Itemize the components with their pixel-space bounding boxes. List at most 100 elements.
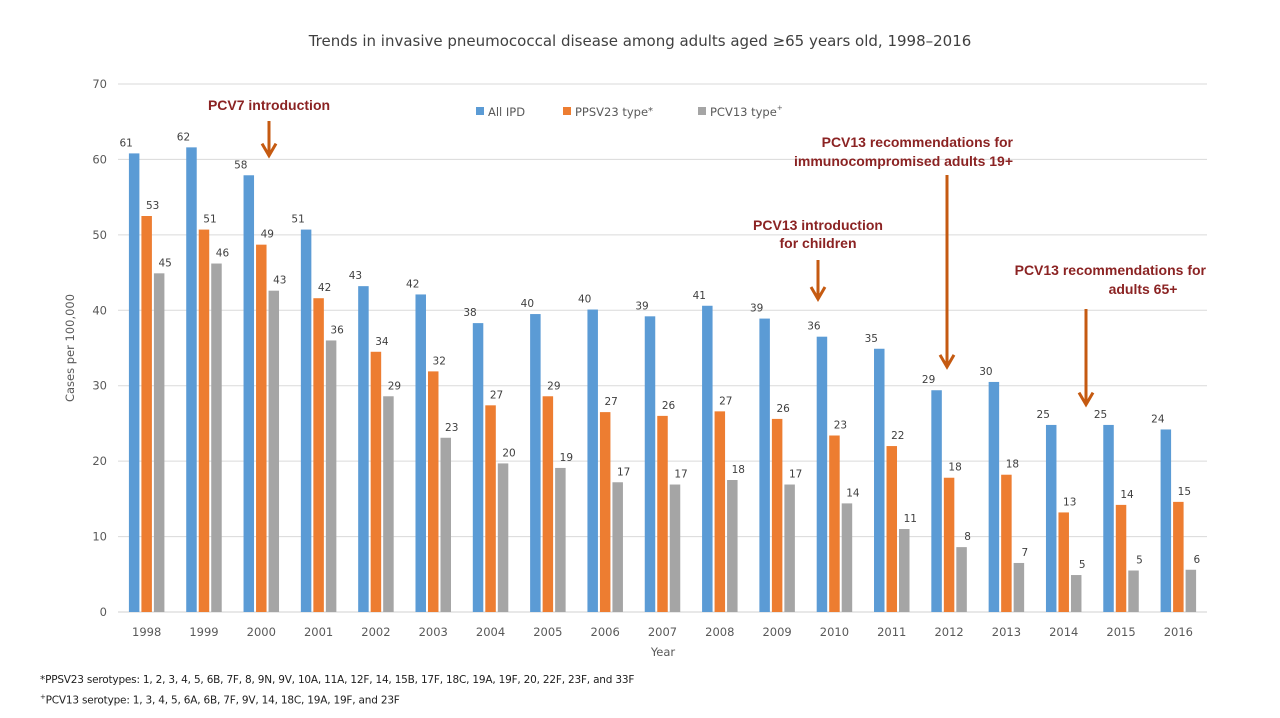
bar-all-ipd	[530, 314, 541, 612]
data-label: 53	[146, 200, 159, 212]
x-tick-label: 2003	[419, 625, 448, 639]
bar-all-ipd	[1045, 424, 1057, 612]
bar-all-ipd	[702, 305, 713, 612]
data-label: 34	[375, 336, 389, 348]
annotation-pcv13-children: PCV13 introduction	[753, 217, 883, 233]
data-label: 18	[948, 462, 961, 474]
footnotes: *PPSV23 serotypes: 1, 2, 3, 4, 5, 6B, 7F…	[40, 672, 634, 710]
data-label: 62	[177, 131, 190, 143]
bar-pcv13-type	[727, 480, 738, 612]
bar-ppsv23-type	[256, 244, 267, 613]
x-tick-label: 2011	[877, 625, 906, 639]
data-label: 26	[776, 403, 790, 415]
data-label: 20	[502, 447, 515, 459]
footnote-text: PPSV23 serotypes: 1, 2, 3, 4, 5, 6B, 7F,…	[45, 674, 635, 686]
data-label: 42	[406, 278, 419, 290]
footnote-text: PCV13 serotype: 1, 3, 4, 5, 6A, 6B, 7F, …	[45, 694, 400, 707]
legend-superscript: +	[777, 104, 783, 112]
bar-pcv13-type	[1185, 569, 1197, 612]
y-tick-label: 50	[92, 228, 107, 242]
bar-all-ipd	[243, 175, 255, 613]
x-tick-label: 2002	[361, 625, 390, 639]
data-label: 11	[904, 513, 917, 525]
data-label: 41	[693, 290, 706, 302]
data-label: 5	[1079, 559, 1086, 571]
data-label: 17	[789, 469, 802, 481]
legend-item: PCV13 type+	[710, 104, 783, 119]
x-tick-label: 2015	[1106, 625, 1135, 639]
x-tick-label: 2014	[1049, 625, 1078, 639]
data-label: 25	[1037, 409, 1050, 421]
bar-pcv13-type	[153, 273, 165, 612]
bar-ppsv23-type	[198, 229, 210, 612]
data-label: 27	[604, 396, 617, 408]
x-tick-label: 2005	[533, 625, 562, 639]
bar-all-ipd	[128, 153, 140, 612]
bar-ppsv23-type	[313, 298, 324, 612]
bar-pcv13-type	[669, 484, 681, 612]
x-tick-label: 2006	[591, 625, 620, 639]
legend-superscript: *	[648, 106, 653, 117]
data-label: 29	[388, 380, 401, 392]
bar-ppsv23-type	[599, 412, 611, 612]
bar-pcv13-type	[383, 396, 394, 612]
data-label: 17	[674, 469, 687, 481]
legend-item: PPSV23 type*	[575, 105, 653, 119]
data-label: 42	[318, 282, 331, 294]
bar-all-ipd	[587, 309, 598, 612]
data-label: 30	[979, 366, 992, 378]
data-label: 27	[490, 389, 503, 401]
arrowhead-pcv13-children	[809, 286, 827, 302]
bar-ppsv23-type	[1058, 512, 1069, 612]
bar-pcv13-type	[784, 484, 795, 612]
data-label: 17	[617, 466, 630, 478]
data-label: 26	[662, 400, 676, 412]
data-label: 32	[433, 355, 446, 367]
annotation-pcv13-immuno: immunocompromised adults 19+	[794, 153, 1013, 169]
x-axis-ticks: 1998 1999 2000 2001 2002 2003 2004 2005 2006 2007…	[132, 625, 1193, 639]
bar-ppsv23-type	[943, 477, 955, 612]
annotation-pcv7: PCV7 introduction	[208, 97, 330, 113]
bar-ppsv23-type	[886, 446, 898, 612]
bar-ppsv23-type	[657, 415, 668, 612]
bar-ppsv23-type	[427, 371, 439, 612]
data-label: 58	[234, 159, 247, 171]
annotation-pcv13-immuno: PCV13 recommendations for	[822, 134, 1014, 150]
x-tick-label: 2009	[762, 625, 791, 639]
data-label: 29	[922, 374, 935, 386]
bar-ppsv23-type	[1173, 501, 1184, 612]
x-tick-label: 2016	[1164, 625, 1193, 639]
data-label: 38	[463, 307, 476, 319]
bar-pcv13-type	[268, 290, 280, 612]
data-label: 39	[635, 300, 648, 312]
bar-ppsv23-type	[771, 418, 783, 612]
bar-all-ipd	[931, 390, 942, 612]
arrowhead-pcv13-immuno	[938, 354, 956, 370]
bar-pcv13-type	[497, 463, 509, 612]
data-label: 7	[1022, 547, 1029, 559]
bar-pcv13-type	[440, 437, 451, 612]
y-tick-label: 10	[92, 530, 107, 544]
y-axis-label: Cases per 100,000	[63, 294, 77, 402]
data-label: 51	[203, 214, 216, 226]
bar-pcv13-type	[841, 503, 853, 612]
data-label: 18	[1006, 459, 1019, 471]
footnote-ppsv23: *PPSV23 serotypes: 1, 2, 3, 4, 5, 6B, 7F…	[40, 672, 634, 689]
bar-ppsv23-type	[370, 351, 382, 612]
arrowhead-pcv7	[260, 142, 278, 159]
bar-ppsv23-type	[485, 405, 496, 612]
data-label: 6	[1193, 554, 1200, 566]
x-axis-label: Year	[650, 645, 676, 659]
footnote-marker: *	[40, 674, 46, 686]
data-label: 8	[964, 531, 971, 543]
legend: All IPD PPSV23 type* PCV13 type+	[476, 104, 783, 119]
bar-ppsv23-type	[714, 411, 726, 612]
data-label: 23	[445, 422, 458, 434]
footnote-pcv13: +PCV13 serotype: 1, 3, 4, 5, 6A, 6B, 7F,…	[40, 689, 634, 710]
legend-swatch	[698, 107, 706, 115]
data-label: 61	[119, 137, 132, 149]
x-tick-label: 2010	[820, 625, 849, 639]
bar-all-ipd	[644, 316, 656, 612]
